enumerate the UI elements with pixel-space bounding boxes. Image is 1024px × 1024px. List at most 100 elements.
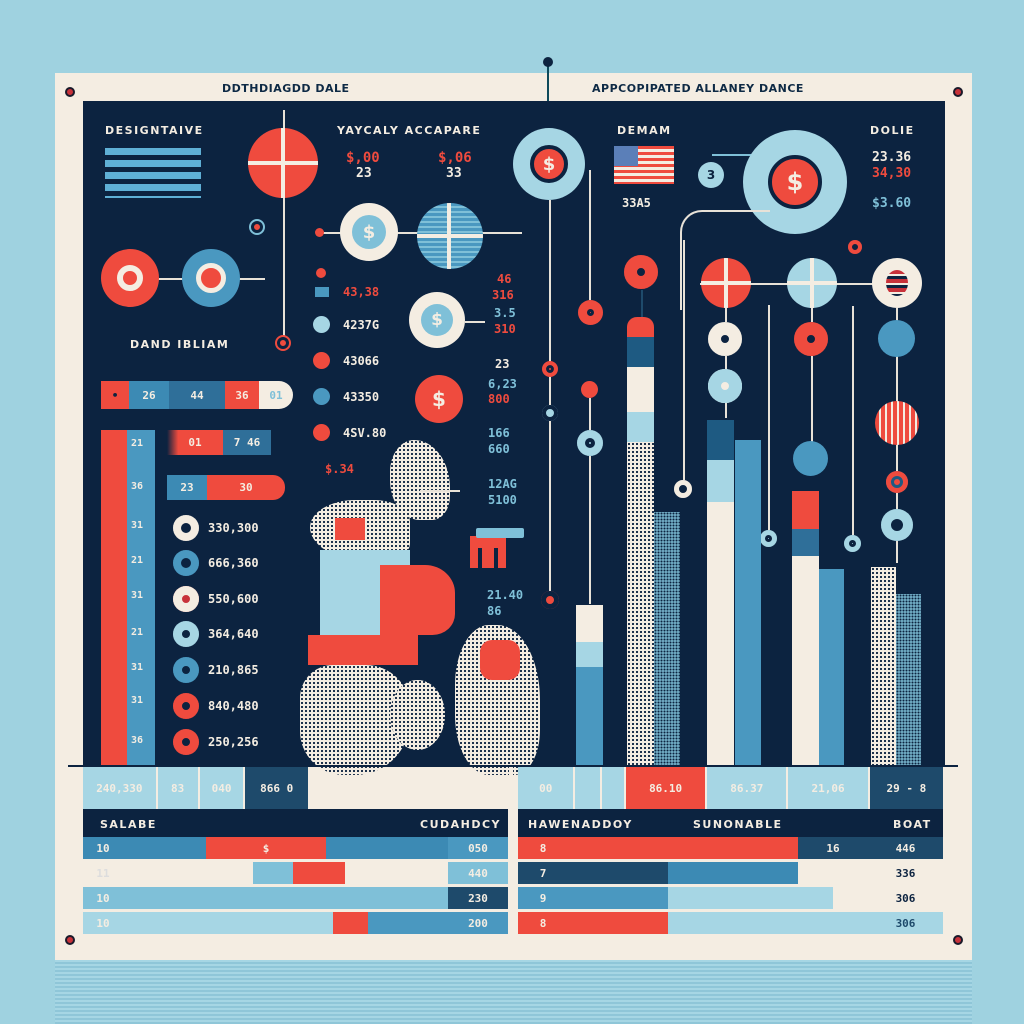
list-value: 210,865 <box>208 663 259 677</box>
connector-line <box>811 308 813 448</box>
node-dot <box>878 320 915 357</box>
mid-value: 46 <box>497 272 512 286</box>
node-dot <box>581 381 598 398</box>
cow-pictogram-icon <box>470 528 525 568</box>
demam-label: DEMAM <box>617 124 672 137</box>
pin-icon <box>953 87 963 97</box>
connector-curve <box>680 210 770 310</box>
us-flag-icon <box>614 146 674 184</box>
legend-dot <box>313 352 330 369</box>
list-dot <box>173 729 199 755</box>
node-dot <box>541 591 559 609</box>
bar <box>871 567 896 765</box>
node-dot <box>844 535 861 552</box>
hanger-dot <box>543 57 553 67</box>
legend-dot <box>313 388 330 405</box>
legend-value: 43,38 <box>343 285 380 299</box>
table-row[interactable]: 10 230 <box>83 887 508 909</box>
table-row[interactable]: 11 440 <box>83 862 508 884</box>
bar <box>819 569 844 765</box>
list-dot <box>173 586 199 612</box>
dolie-value: 34,30 <box>872 166 912 181</box>
connector-line <box>641 290 643 320</box>
summary-row-left: 240,330 83 040 866 0 <box>83 767 308 809</box>
connector-line <box>589 398 591 604</box>
node-dot <box>794 322 828 356</box>
designtaive-label: DESIGNTAIVE <box>105 124 204 137</box>
list-value: 550,600 <box>208 592 259 606</box>
column-header: HAWENADDOY <box>528 818 633 831</box>
dollar-circle-icon: $ <box>415 375 463 423</box>
bar <box>576 605 603 765</box>
list-value: 364,640 <box>208 627 259 641</box>
legend-dot <box>313 316 330 333</box>
node-dot <box>708 369 742 403</box>
dollar-target-icon: $ <box>513 128 585 200</box>
hanger-line <box>547 60 549 104</box>
bar <box>896 594 921 765</box>
yearly-amount: $,06 <box>438 150 472 166</box>
legend-value: 43350 <box>343 390 380 404</box>
node-dot <box>277 337 289 349</box>
demam-value: 33A5 <box>622 196 651 210</box>
mid-value: 660 <box>488 442 510 456</box>
legend-value: 4SV.80 <box>343 426 387 440</box>
list-dot <box>173 515 199 541</box>
table-row[interactable]: 10 $ 050 <box>83 837 508 859</box>
pattern-circle-icon <box>875 401 919 445</box>
dollar-circle-icon: $ <box>409 292 465 348</box>
table-row[interactable]: 10 200 <box>83 912 508 934</box>
divider <box>68 765 958 767</box>
mid-value: 166 <box>488 426 510 440</box>
legend-value: 4237G <box>343 318 380 332</box>
connector-line <box>725 308 727 418</box>
dolie-value: 23.36 <box>872 150 912 165</box>
connector-line <box>589 170 591 304</box>
floor-stripes <box>55 960 972 1024</box>
list-value: 840,480 <box>208 699 259 713</box>
node-dot <box>315 228 324 237</box>
connector-line <box>283 110 285 350</box>
node-dot <box>886 471 908 493</box>
legend-value: 43066 <box>343 354 380 368</box>
column-header: SALABE <box>100 818 157 831</box>
cross-circle-icon <box>787 258 837 308</box>
table-row[interactable]: 9 306 <box>518 887 943 909</box>
side-number: 31 <box>131 695 144 706</box>
bar <box>707 420 734 765</box>
table-row[interactable]: 8 16 446 <box>518 837 943 859</box>
legend-dot <box>313 424 330 441</box>
side-number: 31 <box>131 590 144 601</box>
cross-circle-icon <box>701 258 751 308</box>
node-dot <box>542 361 558 377</box>
node-dot <box>542 405 558 421</box>
node-dot <box>674 480 692 498</box>
node-dot <box>578 300 603 325</box>
target-icon <box>182 249 240 307</box>
blue-column <box>127 430 155 765</box>
node-dot <box>881 509 913 541</box>
legend-swatch <box>315 287 329 297</box>
node-dot <box>624 255 658 289</box>
node-dot <box>577 430 603 456</box>
mid-value: 316 <box>492 288 514 302</box>
column-header: CUDAHDCY <box>420 818 502 831</box>
mid-value: 5100 <box>488 493 517 507</box>
bar <box>654 512 680 765</box>
list-dot <box>173 693 199 719</box>
connector-line <box>852 306 854 541</box>
side-number: 21 <box>131 627 144 638</box>
striped-cross-circle-icon <box>417 203 483 269</box>
mid-value: 6,23 <box>488 377 517 391</box>
table-row[interactable]: 7 336 <box>518 862 943 884</box>
table-row[interactable]: 8 306 <box>518 912 943 934</box>
badge-circle: 3 <box>698 162 724 188</box>
dollar-target-large-icon: $ <box>743 130 847 234</box>
header-left-title: DDTHDIAGDD DALE <box>222 82 350 95</box>
mid-value: 800 <box>488 392 510 406</box>
connector-line <box>712 154 752 156</box>
yearly-sub: 23 <box>356 166 372 181</box>
right-table-header <box>518 809 943 837</box>
dolie-label: DOLIE <box>870 124 915 137</box>
cross-circle-icon <box>248 128 318 198</box>
